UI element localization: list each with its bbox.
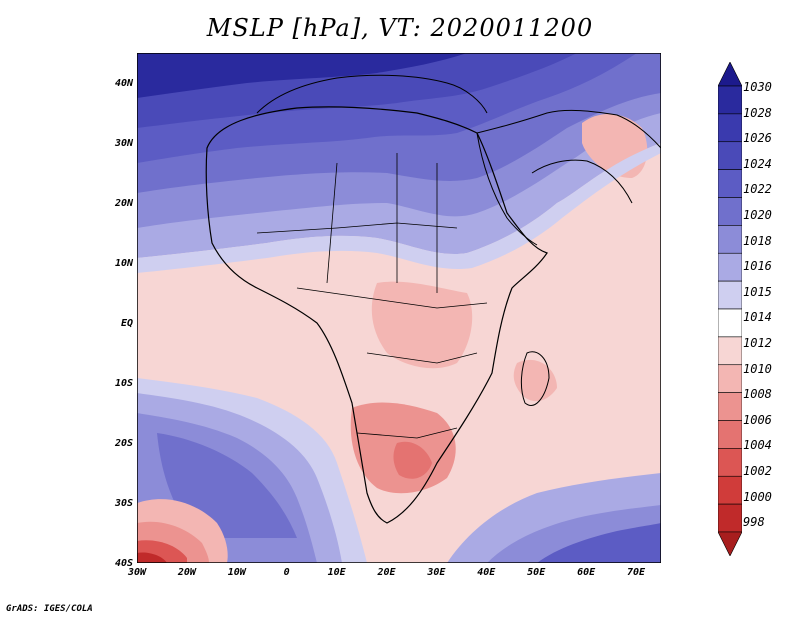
lon-tick-label: 20W	[177, 567, 196, 578]
colorbar-level-label: 1006	[743, 412, 772, 427]
colorbar-swatch	[718, 308, 742, 338]
colorbar-swatch	[718, 113, 742, 143]
colorbar-level-label: 1000	[743, 489, 772, 504]
colorbar-swatch	[718, 141, 742, 170]
lon-tick-label: 30W	[127, 567, 147, 578]
lon-tick-label: 20E	[377, 567, 396, 578]
colorbar-swatch	[718, 475, 742, 505]
lat-tick-label: 30N	[114, 138, 133, 149]
colorbar-level-label: 1024	[743, 156, 772, 171]
lat-tick-label: 20N	[114, 198, 133, 209]
colorbar-swatch	[718, 62, 742, 87]
colorbar-swatch	[718, 392, 742, 421]
colorbar-swatch	[718, 252, 742, 282]
lon-tick-label: 0	[283, 567, 290, 578]
lat-tick-label: 30S	[114, 498, 133, 509]
colorbar-level-label: 1030	[743, 80, 772, 94]
colorbar-swatch	[718, 85, 742, 115]
lon-tick-label: 50E	[527, 567, 546, 578]
colorbar-level-label: 1020	[743, 208, 772, 222]
colorbar-level-label: 1014	[743, 310, 772, 325]
colorbar-swatch	[718, 531, 742, 556]
lat-tick-label: 40S	[114, 558, 133, 569]
lon-tick-label: 30E	[427, 567, 446, 578]
colorbar-swatch	[718, 225, 742, 254]
map-title: MSLP [hPa], VT: 2020011200	[206, 14, 594, 42]
colorbar-level-label: 1012	[743, 336, 772, 350]
lat-tick-label: 10N	[114, 258, 133, 269]
lat-tick-label: 20S	[114, 438, 133, 449]
lon-tick-label: 70E	[626, 567, 646, 578]
colorbar-swatch	[718, 364, 742, 393]
colorbar	[718, 62, 742, 556]
colorbar-swatch	[718, 503, 742, 533]
colorbar-swatch	[718, 197, 742, 226]
colorbar-level-label: 1022	[743, 182, 772, 197]
colorbar-level-label: 1028	[743, 105, 772, 120]
lat-tick-label: EQ	[120, 318, 133, 329]
mslp-map	[137, 53, 661, 563]
colorbar-swatch	[718, 169, 742, 198]
mslp-field	[137, 53, 661, 563]
colorbar-level-label: 1004	[743, 438, 772, 453]
colorbar-level-label: 1018	[743, 233, 772, 248]
colorbar-swatch	[718, 280, 742, 310]
colorbar-level-label: 1015	[743, 284, 772, 299]
colorbar-level-label: 1002	[743, 464, 772, 478]
colorbar-level-label: 1026	[743, 131, 772, 146]
lon-tick-label: 10W	[227, 567, 246, 578]
grads-credit: GrADS: IGES/COLA	[6, 604, 93, 614]
colorbar-level-label: 1016	[743, 259, 772, 274]
colorbar-swatch	[718, 448, 742, 477]
colorbar-level-label: 1010	[743, 361, 772, 376]
lon-tick-label: 60E	[577, 567, 596, 578]
colorbar-swatch	[718, 420, 742, 449]
colorbar-level-label: 1008	[743, 387, 772, 402]
lon-tick-label: 40E	[477, 567, 496, 578]
colorbar-swatch	[718, 336, 742, 366]
colorbar-level-label: 998	[743, 515, 765, 530]
lat-tick-label: 40N	[114, 78, 133, 89]
lon-tick-label: 10E	[327, 567, 346, 578]
lat-tick-label: 10S	[114, 378, 133, 389]
